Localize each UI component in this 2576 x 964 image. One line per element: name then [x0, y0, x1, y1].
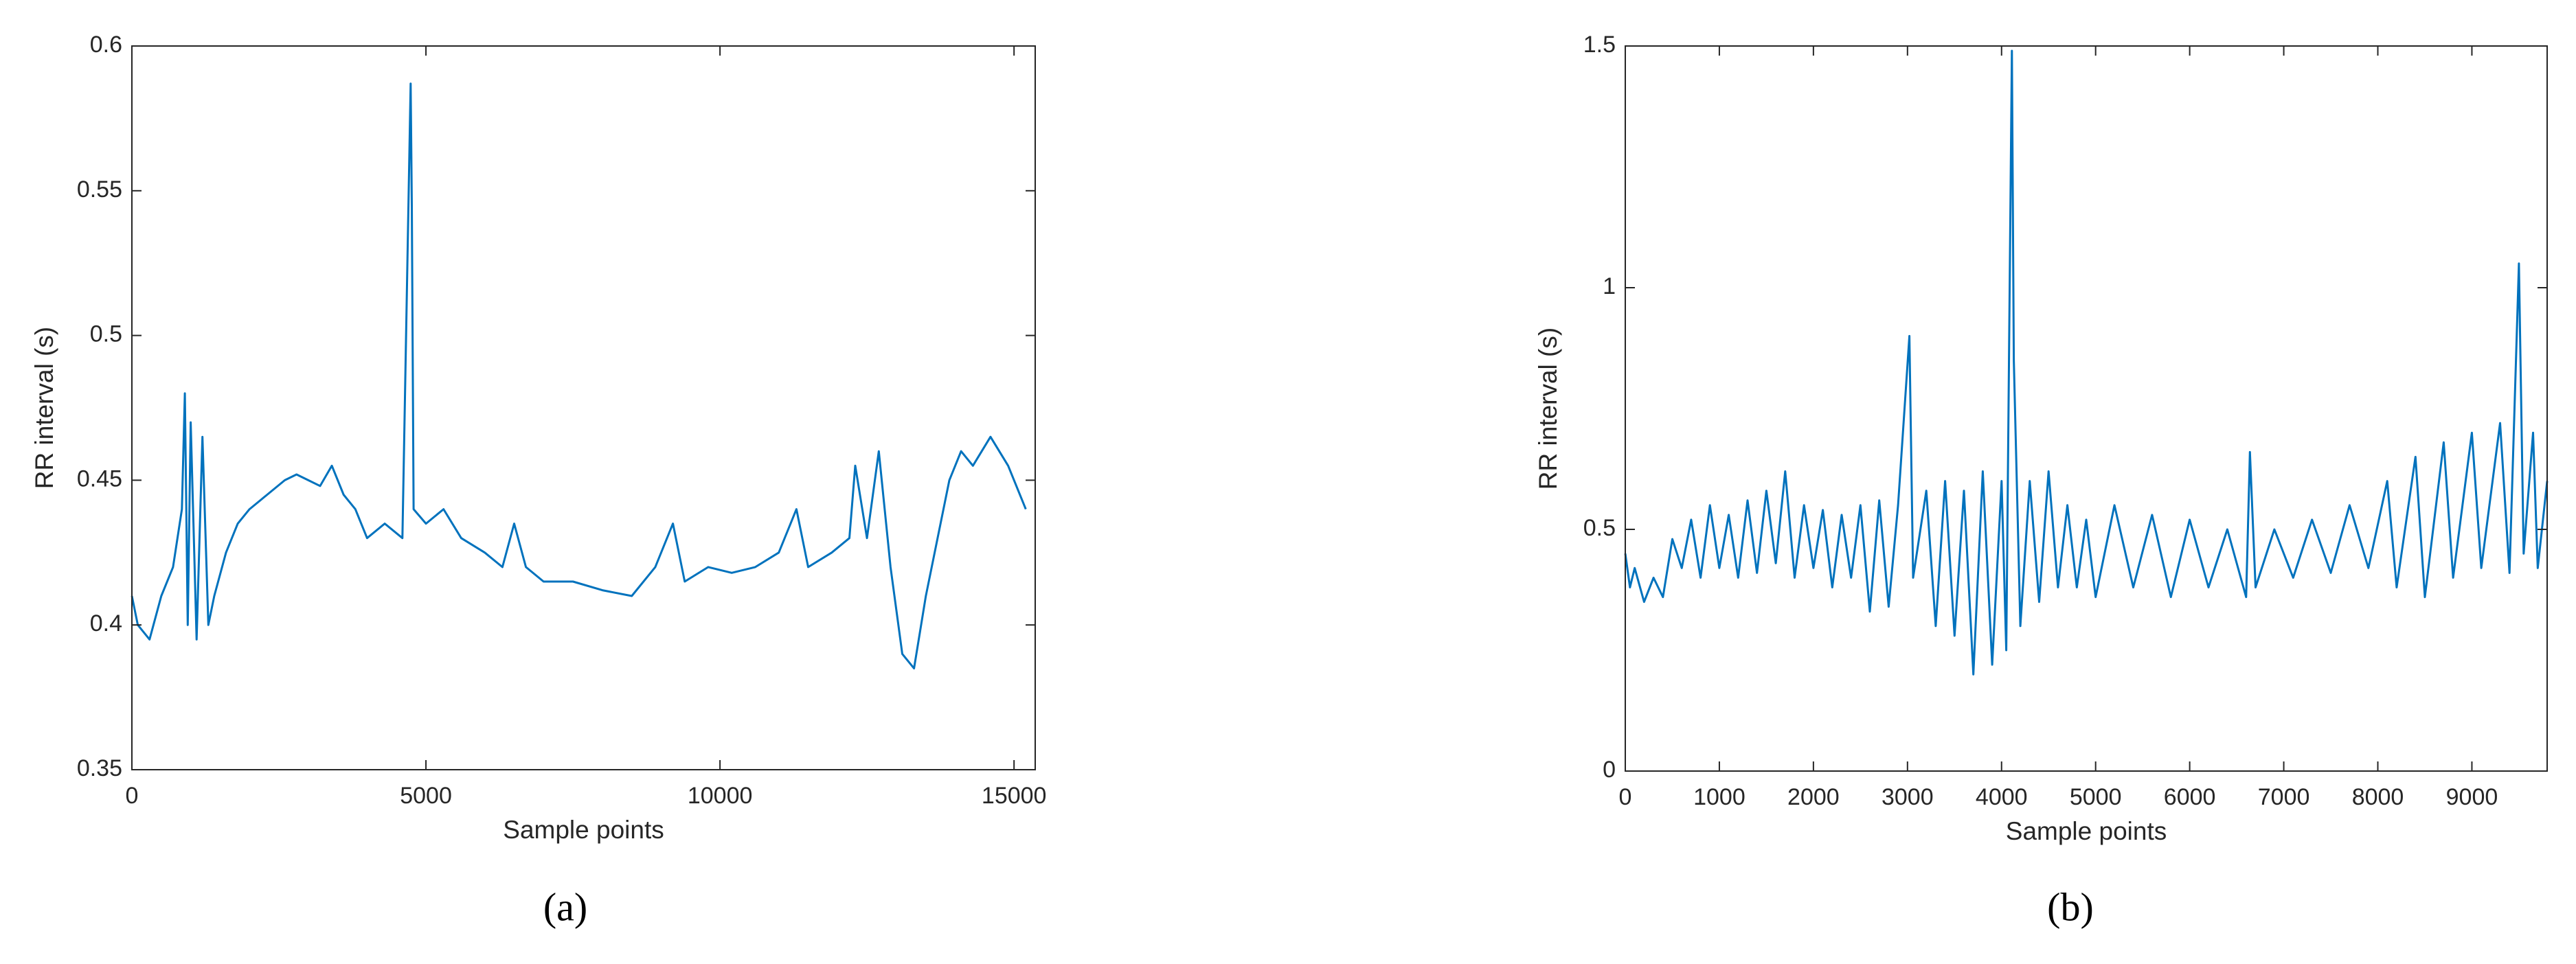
- x-tick-label: 3000: [1882, 784, 1934, 810]
- y-tick-label: 0.5: [1583, 515, 1616, 541]
- x-tick-label: 5000: [400, 783, 452, 809]
- y-tick-label: 0.5: [90, 321, 122, 347]
- y-tick-label: 0.35: [77, 755, 122, 781]
- x-tick-label: 9000: [2446, 784, 2498, 810]
- x-tick-label: 0: [1619, 784, 1632, 810]
- caption: (a): [543, 884, 587, 929]
- caption: (b): [2047, 884, 2094, 929]
- x-tick-label: 5000: [2070, 784, 2122, 810]
- x-tick-label: 8000: [2352, 784, 2404, 810]
- x-axis-label: Sample points: [503, 816, 664, 844]
- y-tick-label: 0.55: [77, 176, 122, 203]
- x-axis-label: Sample points: [2006, 817, 2167, 845]
- x-tick-label: 15000: [982, 783, 1047, 809]
- y-tick-label: 0.45: [77, 466, 122, 492]
- data-line: [1624, 49, 2549, 676]
- plot-area: [1625, 46, 2547, 771]
- y-tick-label: 0: [1603, 757, 1616, 783]
- x-tick-label: 0: [126, 783, 139, 809]
- y-tick-label: 1: [1603, 273, 1616, 299]
- x-tick-label: 2000: [1787, 784, 1840, 810]
- plot-frame: [131, 45, 1036, 770]
- x-tick-label: 7000: [2258, 784, 2310, 810]
- x-tick-label: 6000: [2164, 784, 2216, 810]
- plot-area: [132, 46, 1035, 770]
- y-tick-label: 1.5: [1583, 32, 1616, 58]
- x-tick-label: 1000: [1693, 784, 1745, 810]
- chart: 0 1000 2000 3000 4000 5000 6000 7000 8000 9000 0 0.…: [1534, 32, 2549, 929]
- plot-frame: [1625, 45, 2548, 772]
- y-tick-label: 0.4: [90, 610, 122, 636]
- y-tick-label: 0.6: [90, 32, 122, 58]
- x-tick-label: 10000: [688, 783, 753, 809]
- data-line: [131, 82, 1027, 669]
- y-axis-label: RR interval (s): [30, 327, 58, 489]
- x-tick-label: 4000: [1976, 784, 2028, 810]
- y-axis-label: RR interval (s): [1534, 328, 1562, 490]
- chart: 0 5000 10000 15000 0.35 0.4 0.45 0.5 0.55 0.6 Samp…: [30, 32, 1047, 929]
